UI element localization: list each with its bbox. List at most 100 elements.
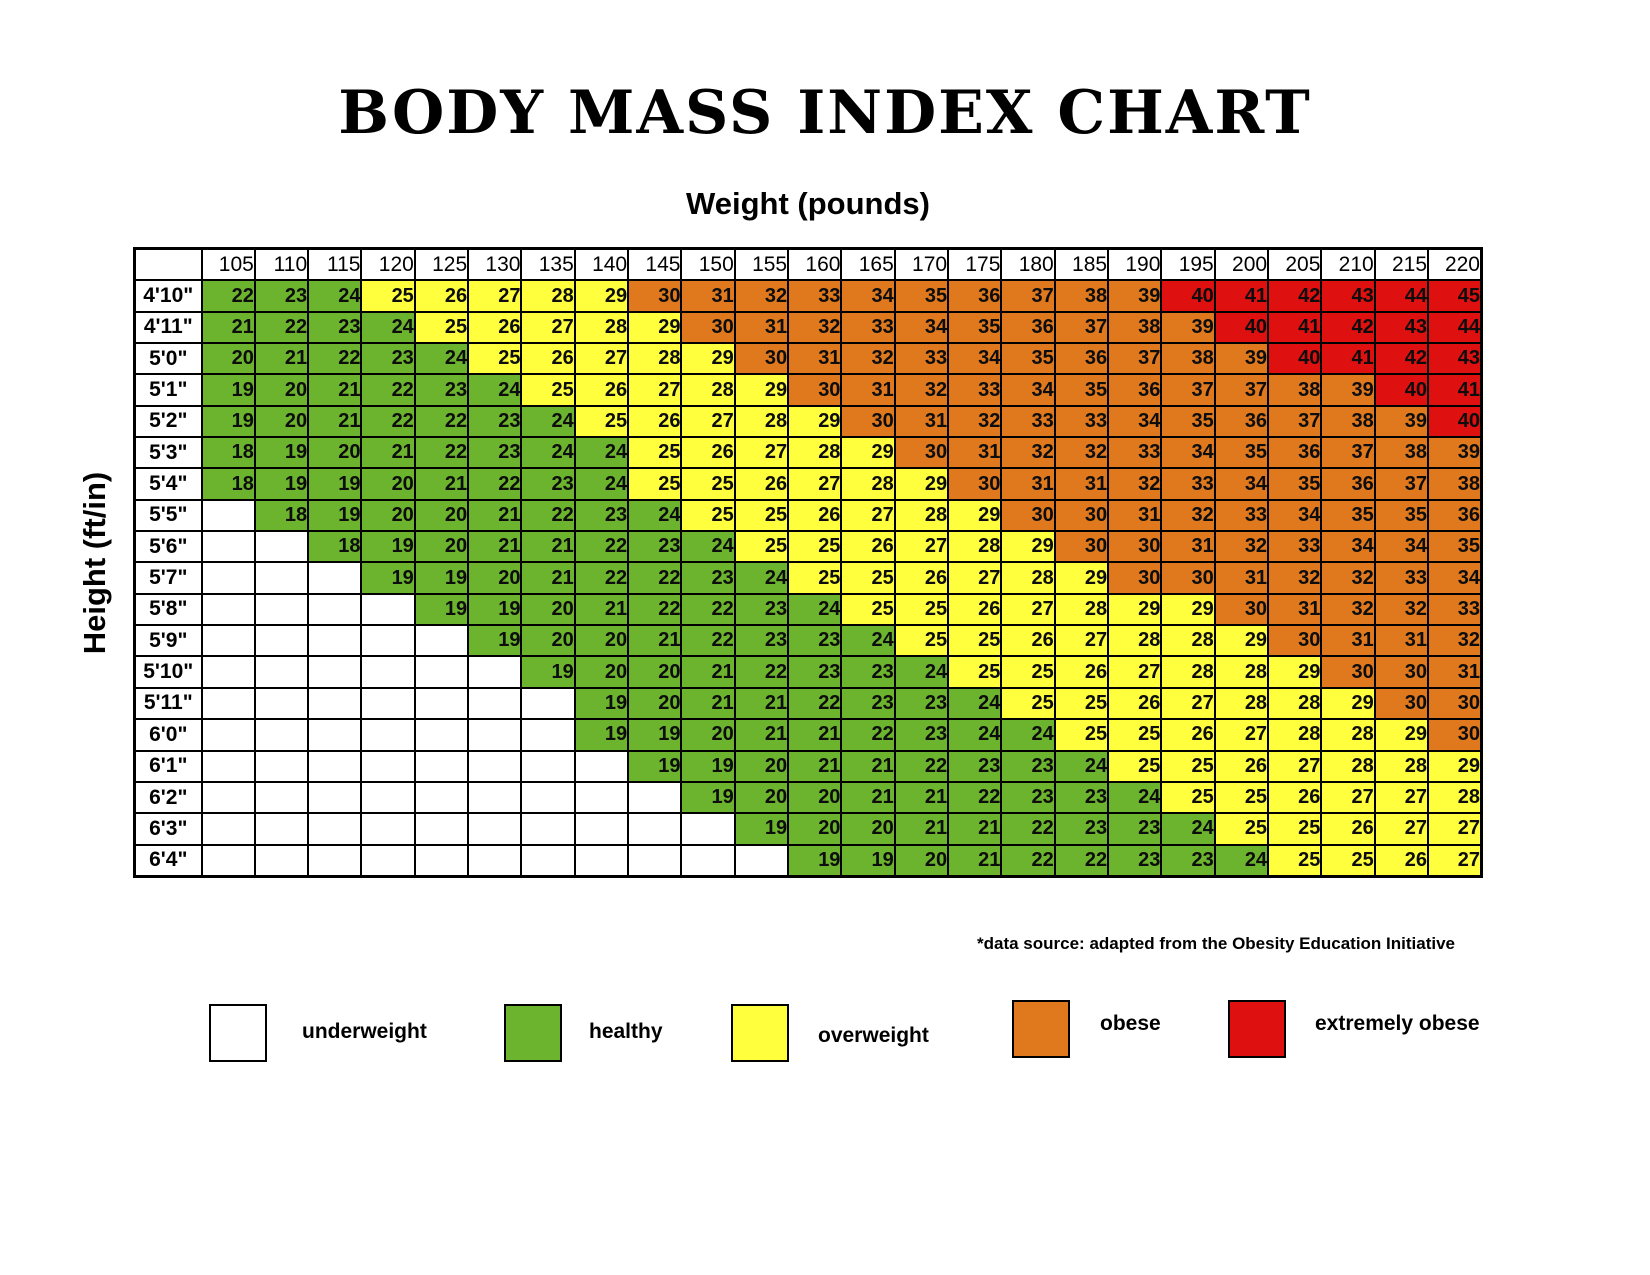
bmi-cell: 22	[573, 561, 630, 595]
bmi-cell: 20	[360, 467, 416, 501]
bmi-cell: 37	[1160, 373, 1216, 407]
bmi-cell: 20	[787, 780, 843, 815]
bmi-cell	[467, 749, 523, 783]
bmi-cell: 22	[573, 530, 630, 564]
bmi-cell: 26	[1053, 655, 1110, 689]
bmi-cell: 28	[947, 530, 1003, 564]
bmi-cell: 21	[840, 780, 896, 815]
bmi-cell: 24	[840, 624, 896, 658]
bmi-cell: 33	[1107, 436, 1163, 470]
bmi-cell: 29	[733, 373, 790, 407]
bmi-cell: 30	[1373, 655, 1430, 689]
bmi-cell: 25	[1053, 718, 1110, 752]
height-label-cell: 4'11"	[133, 310, 203, 345]
bmi-cell: 39	[1160, 310, 1216, 345]
bmi-cell: 25	[520, 373, 576, 407]
bmi-cell: 34	[1107, 404, 1163, 439]
bmi-cell: 19	[360, 561, 416, 595]
bmi-cell: 23	[1000, 780, 1056, 815]
bmi-cell: 26	[947, 592, 1003, 627]
bmi-cell	[520, 718, 576, 752]
bmi-cell	[200, 530, 256, 564]
bmi-cell: 19	[200, 373, 256, 407]
bmi-cell: 23	[360, 342, 416, 376]
bmi-cell: 25	[1160, 749, 1216, 783]
bmi-cell: 28	[1000, 561, 1056, 595]
bmi-cell: 24	[1160, 812, 1216, 846]
bmi-cell: 25	[413, 310, 470, 345]
bmi-cell: 43	[1427, 342, 1483, 376]
bmi-cell: 32	[1427, 624, 1483, 658]
bmi-cell: 36	[1427, 498, 1483, 533]
bmi-cell	[200, 812, 256, 846]
bmi-cell: 23	[467, 404, 523, 439]
bmi-cell	[520, 812, 576, 846]
bmi-cell: 20	[840, 812, 896, 846]
bmi-cell: 26	[627, 404, 683, 439]
bmi-cell: 32	[1320, 561, 1376, 595]
bmi-cell: 30	[1107, 530, 1163, 564]
bmi-cell: 21	[627, 624, 683, 658]
bmi-cell	[573, 780, 630, 815]
bmi-cell: 20	[733, 749, 790, 783]
bmi-cell: 30	[1053, 498, 1110, 533]
bmi-cell	[733, 843, 790, 878]
bmi-cell: 19	[787, 843, 843, 878]
bmi-cell: 26	[1267, 780, 1323, 815]
weight-header-cell: 180	[1000, 247, 1056, 282]
bmi-cell: 21	[307, 404, 363, 439]
bmi-cell	[253, 812, 310, 846]
bmi-cell: 33	[1053, 404, 1110, 439]
page-title: BODY MASS INDEX CHART	[338, 78, 1312, 148]
height-label-cell: 5'10"	[133, 655, 203, 689]
bmi-cell: 19	[413, 561, 470, 595]
overweight-legend-label: overweight	[818, 1024, 929, 1047]
bmi-cell: 26	[573, 373, 630, 407]
bmi-cell: 30	[1427, 686, 1483, 721]
bmi-cell: 23	[680, 561, 736, 595]
bmi-cell: 22	[627, 592, 683, 627]
bmi-cell: 25	[1053, 686, 1110, 721]
bmi-cell: 20	[520, 592, 576, 627]
weight-header-cell: 125	[413, 247, 470, 282]
height-label-cell: 6'4"	[133, 843, 203, 878]
bmi-cell: 41	[1320, 342, 1376, 376]
bmi-cell: 24	[1053, 749, 1110, 783]
bmi-cell	[253, 749, 310, 783]
bmi-cell: 23	[840, 686, 896, 721]
bmi-cell	[253, 718, 310, 752]
bmi-cell	[307, 718, 363, 752]
bmi-cell: 22	[520, 498, 576, 533]
bmi-cell: 21	[520, 530, 576, 564]
bmi-cell: 33	[787, 279, 843, 313]
bmi-cell: 34	[947, 342, 1003, 376]
bmi-cell: 30	[1053, 530, 1110, 564]
bmi-cell: 22	[253, 310, 310, 345]
bmi-cell: 21	[200, 310, 256, 345]
bmi-cell: 20	[253, 373, 310, 407]
bmi-cell: 36	[1053, 342, 1110, 376]
bmi-cell: 27	[1053, 624, 1110, 658]
bmi-cell: 23	[1000, 749, 1056, 783]
bmi-row: 5'5" 18 19 20 20 21 22 23 24 25 25 26 27 28 29 30 30 31 32…	[133, 498, 1483, 533]
bmi-row: 5'6" 18 19 20 21 21 22 23 24 25 25 26 27 28 29 30 30 31 32…	[133, 530, 1483, 564]
bmi-cell: 23	[627, 530, 683, 564]
bmi-cell: 25	[1000, 686, 1056, 721]
bmi-cell: 27	[1427, 812, 1483, 846]
bmi-row: 6'1" 19 19 20 21 21 22 23 23 24 25 25 26 27 28 28 29	[133, 749, 1483, 783]
bmi-cell: 24	[520, 436, 576, 470]
bmi-cell: 18	[307, 530, 363, 564]
height-label-cell: 5'8"	[133, 592, 203, 627]
bmi-cell: 23	[573, 498, 630, 533]
bmi-cell	[413, 624, 470, 658]
bmi-cell: 19	[200, 404, 256, 439]
bmi-cell: 28	[573, 310, 630, 345]
bmi-cell: 22	[413, 404, 470, 439]
weight-header-cell: 195	[1160, 247, 1216, 282]
bmi-cell: 24	[413, 342, 470, 376]
bmi-cell	[680, 843, 736, 878]
healthy-legend-label: healthy	[589, 1020, 663, 1043]
bmi-cell: 33	[840, 310, 896, 345]
bmi-cell: 31	[947, 436, 1003, 470]
bmi-cell	[307, 843, 363, 878]
